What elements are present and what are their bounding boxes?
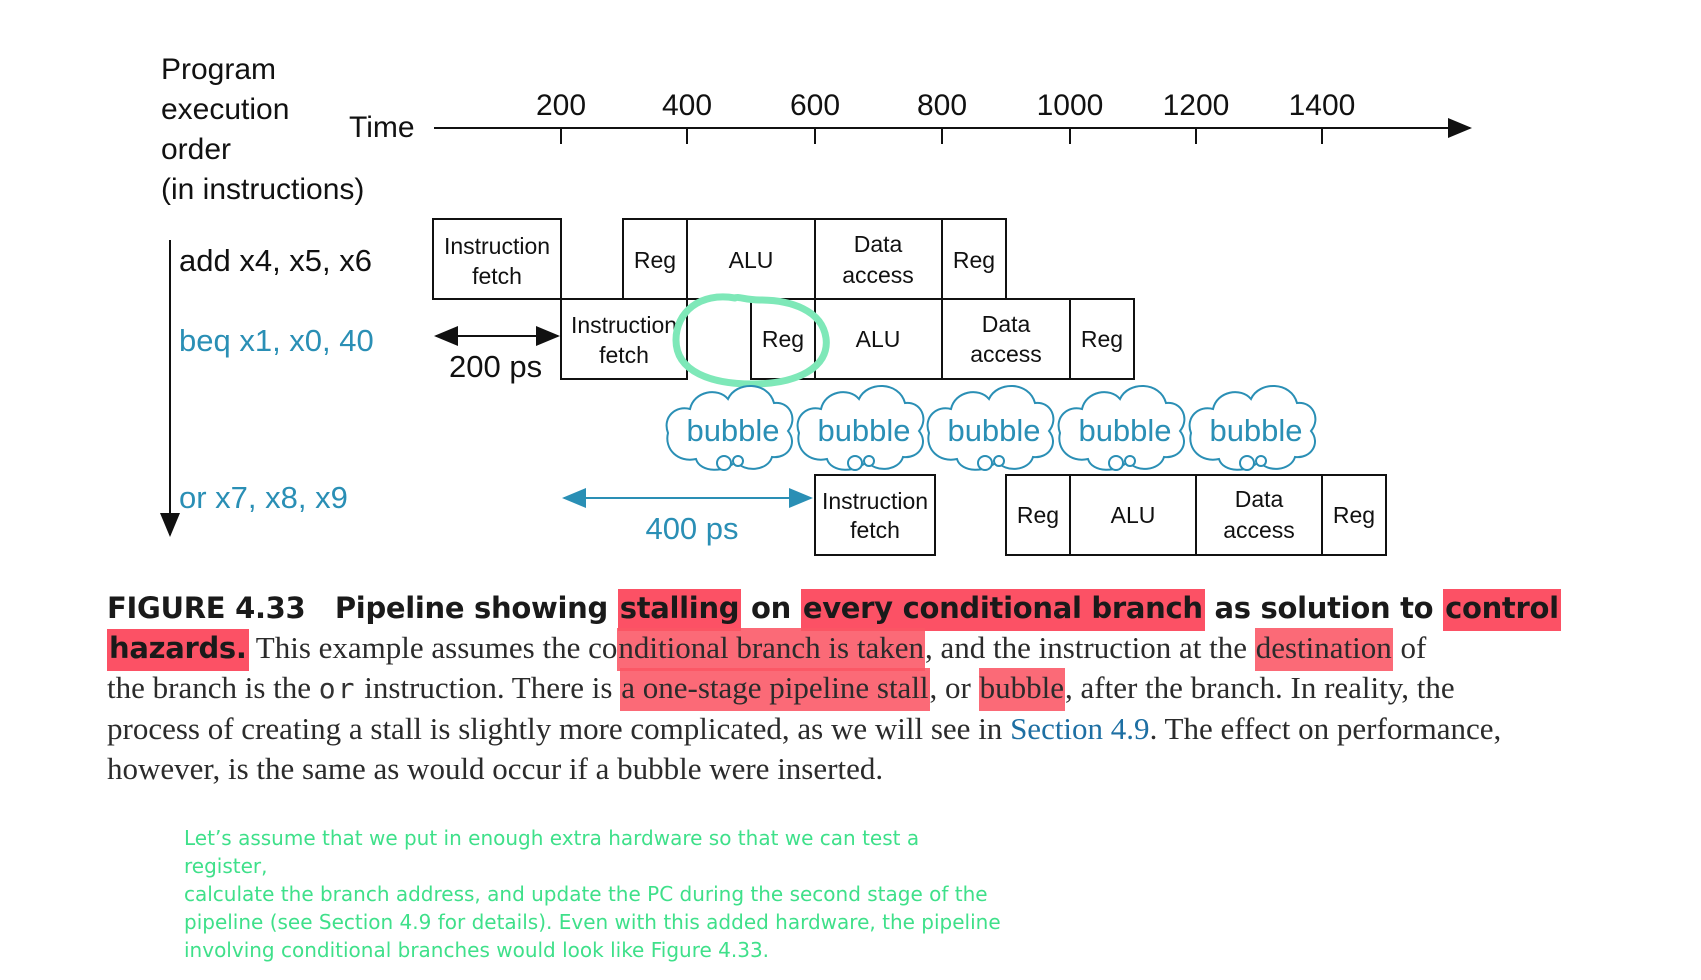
caption-line-5: however, is the same as would occur if a… xyxy=(107,749,1547,789)
note-line: calculate the branch address, and update… xyxy=(184,882,988,906)
instruction-add: add x4, x5, x6 xyxy=(179,243,372,278)
time-ticks xyxy=(560,128,1323,144)
order-label-line-4: (in instructions) xyxy=(161,173,364,206)
highlight-bubble: bubble xyxy=(978,668,1065,711)
note-line: Let’s assume that we put in enough extra… xyxy=(184,826,920,878)
beq-reg-write-label: Reg xyxy=(1081,326,1123,352)
tick-label-800: 800 xyxy=(917,89,967,122)
or-dmem-line-1: Data xyxy=(1235,486,1284,512)
figure-caption: FIGURE 4.33 Pipeline showing stalling on… xyxy=(107,588,1561,789)
bubble-label: bubble xyxy=(686,413,779,448)
add-reg-write-label: Reg xyxy=(953,247,995,273)
caption-title-part: on xyxy=(741,591,801,625)
add-ifetch-line-2: fetch xyxy=(472,263,522,289)
add-reg-read-label: Reg xyxy=(634,247,676,273)
bubble-label: bubble xyxy=(817,413,910,448)
annotation-circle xyxy=(672,293,830,388)
highlight-control: control xyxy=(1443,589,1561,631)
caption-title-spacer xyxy=(305,591,334,625)
interval-400-label: 400 ps xyxy=(645,511,738,546)
section-4-9-link[interactable]: Section 4.9 xyxy=(1010,711,1150,746)
stage-data-access xyxy=(941,298,1071,380)
pipeline-stall-diagram: Program execution order (in instructions… xyxy=(160,53,1472,556)
tick-label-1000: 1000 xyxy=(1037,89,1104,122)
highlight-every-conditional-branch: every conditional branch xyxy=(800,589,1205,631)
caption-text: , or xyxy=(929,670,979,705)
caption-line-3: the branch is the or instruction. There … xyxy=(107,668,1547,711)
note-line: pipeline (see Section 4.9 for details). … xyxy=(184,910,1001,934)
or-reg-write-label: Reg xyxy=(1333,502,1375,528)
caption-line-2: hazards. This example assumes the condit… xyxy=(107,628,1547,671)
tick-label-200: 200 xyxy=(536,89,586,122)
beq-alu-label: ALU xyxy=(856,326,901,352)
beq-ifetch-line-2: fetch xyxy=(599,342,649,368)
stage-alu xyxy=(814,298,943,380)
tick-label-600: 600 xyxy=(790,89,840,122)
caption-text: , after the branch. In reality, the xyxy=(1065,670,1455,705)
instruction-beq: beq x1, x0, 40 xyxy=(179,323,374,358)
bubble-label: bubble xyxy=(947,413,1040,448)
highlight-destination: destination xyxy=(1254,628,1393,671)
beq-ifetch-line-1: Instruction xyxy=(571,312,677,338)
bubble-label: bubble xyxy=(1078,413,1171,448)
add-dmem-line-1: Data xyxy=(854,231,903,257)
caption-text: This example assumes the co xyxy=(248,630,618,665)
or-alu-label: ALU xyxy=(1111,502,1156,528)
order-label-line-1: Program xyxy=(161,53,276,86)
caption-text: process of creating a stall is slightly … xyxy=(107,711,1011,746)
caption-text: the branch is the xyxy=(107,670,319,705)
caption-text: however, is the same as would occur if a… xyxy=(107,751,884,786)
highlight-stalling: stalling xyxy=(617,589,742,631)
time-label: Time xyxy=(349,111,415,144)
add-alu-label: ALU xyxy=(729,247,774,273)
caption-title-part: as solution to xyxy=(1204,591,1444,625)
stage-reg-read xyxy=(1005,474,1071,556)
stage-instruction-fetch xyxy=(814,474,936,556)
caption-title-part: Pipeline showing xyxy=(334,591,618,625)
stage-instruction-fetch xyxy=(560,298,688,380)
add-ifetch-line-1: Instruction xyxy=(444,233,550,259)
caption-text: . The effect on performance, xyxy=(1149,711,1502,746)
order-label-line-2: execution xyxy=(161,93,289,126)
note-line: involving conditional branches would loo… xyxy=(184,938,770,962)
beq-reg-read-label: Reg xyxy=(762,326,804,352)
bubble-label: bubble xyxy=(1209,413,1302,448)
figure-label: FIGURE 4.33 xyxy=(107,591,306,625)
caption-text: of xyxy=(1392,630,1427,665)
caption-line-1: FIGURE 4.33 Pipeline showing stalling on… xyxy=(107,588,1561,631)
beq-dmem-line-1: Data xyxy=(982,311,1031,337)
highlight-branch-taken: nditional branch is taken xyxy=(617,628,925,671)
stage-data-access xyxy=(1195,474,1323,556)
or-dmem-line-2: access xyxy=(1223,517,1295,543)
interval-200-label: 200 ps xyxy=(449,349,542,384)
highlight-one-stage-stall: a one-stage pipeline stall xyxy=(620,668,930,711)
caption-line-4: process of creating a stall is slightly … xyxy=(107,709,1547,749)
tick-label-1400: 1400 xyxy=(1289,89,1356,122)
code-or: or xyxy=(318,672,357,705)
order-label-line-3: order xyxy=(161,133,231,166)
annotation-note: Let’s assume that we put in enough extra… xyxy=(184,824,1004,964)
instruction-or: or x7, x8, x9 xyxy=(179,480,348,515)
caption-text: , and the instruction at the xyxy=(925,630,1255,665)
highlight-hazards: hazards. xyxy=(107,629,249,671)
pipeline-row-or xyxy=(814,474,1387,556)
tick-label-400: 400 xyxy=(662,89,712,122)
pipeline-row-add xyxy=(432,218,1007,300)
add-dmem-line-2: access xyxy=(842,262,914,288)
stage-reg-write xyxy=(1069,298,1135,380)
or-ifetch-line-2: fetch xyxy=(850,517,900,543)
or-reg-read-label: Reg xyxy=(1017,502,1059,528)
tick-label-1200: 1200 xyxy=(1163,89,1230,122)
stage-instruction-fetch xyxy=(432,218,562,300)
or-ifetch-line-1: Instruction xyxy=(822,488,928,514)
stage-reg-write xyxy=(1321,474,1387,556)
beq-dmem-line-2: access xyxy=(970,341,1042,367)
caption-text: instruction. There is xyxy=(356,670,621,705)
